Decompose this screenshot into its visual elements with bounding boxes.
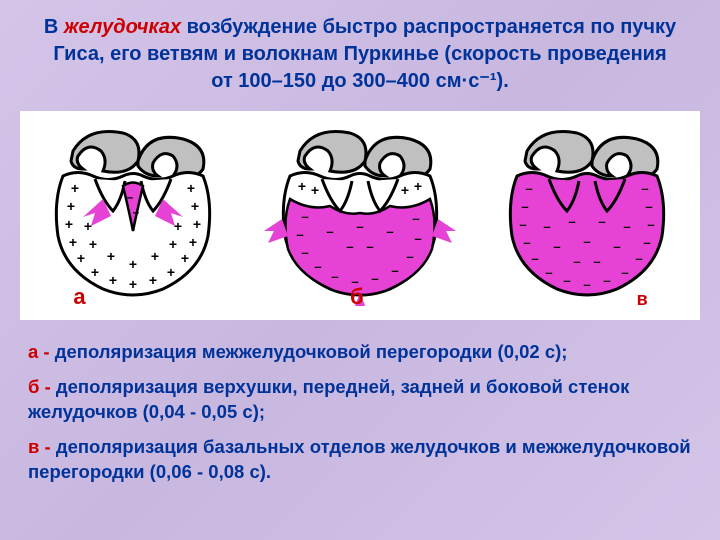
svg-text:–: – [623,219,630,234]
legend-a-lead: а - [28,341,55,362]
svg-text:+: + [89,236,97,252]
svg-text:–: – [521,199,528,214]
svg-text:–: – [613,239,620,254]
svg-text:+: + [181,250,189,266]
legend-c-text: деполяризация базальных отделов желудочк… [28,436,691,482]
svg-text:–: – [386,224,393,239]
svg-text:+: + [151,248,159,264]
svg-text:–: – [531,251,538,266]
svg-text:+: + [298,178,306,194]
svg-text:+: + [191,198,199,214]
svg-text:–: – [583,234,590,249]
heart-b-svg: ++ ++ ––– ––– ––– –– ––– –– [260,121,460,306]
svg-text:–: – [583,277,590,292]
svg-text:–: – [371,271,378,286]
svg-text:+: + [67,198,75,214]
heart-c-svg: ––– ––– ––– ––– ––– ––– ––– ––– [487,121,687,306]
svg-text:–: – [545,265,552,280]
heart-b: ++ ++ ––– ––– ––– –– ––– –– б [260,121,460,306]
svg-text:–: – [573,254,580,269]
svg-text:–: – [593,254,600,269]
svg-text:+: + [84,218,92,234]
svg-text:–: – [635,251,642,266]
svg-text:+: + [401,182,409,198]
svg-text:–: – [296,227,303,242]
svg-text:–: – [643,235,650,250]
legend-b-text: деполяризация верхушки, передней, задней… [28,376,629,422]
legend-c-lead: в - [28,436,56,457]
legend-a-text: деполяризация межжелудочковой перегородк… [55,341,568,362]
diagrams-row: +++ +++ +++ +++ +++ +++ +++ + –– а [20,111,700,320]
svg-text:–: – [621,265,628,280]
svg-text:–: – [133,205,140,219]
svg-text:–: – [326,224,333,239]
svg-text:–: – [563,273,570,288]
svg-text:–: – [314,259,321,274]
svg-text:–: – [356,219,363,234]
svg-text:+: + [169,236,177,252]
svg-text:–: – [301,245,308,260]
svg-text:+: + [65,216,73,232]
svg-text:–: – [127,190,134,204]
svg-text:+: + [174,218,182,234]
svg-text:+: + [91,264,99,280]
svg-text:–: – [414,231,421,246]
svg-text:–: – [645,199,652,214]
svg-text:+: + [311,182,319,198]
svg-text:+: + [109,272,117,288]
heart-a-svg: +++ +++ +++ +++ +++ +++ +++ + –– [33,121,233,306]
title-highlight: желудочках [64,16,181,38]
svg-text:+: + [71,180,79,196]
svg-text:–: – [366,239,373,254]
legend-b-lead: б - [28,376,56,397]
svg-text:–: – [346,239,353,254]
svg-text:+: + [193,216,201,232]
svg-text:–: – [519,217,526,232]
svg-text:+: + [187,180,195,196]
svg-text:+: + [107,248,115,264]
svg-text:–: – [598,214,605,229]
svg-text:–: – [553,239,560,254]
svg-text:+: + [129,256,137,272]
svg-text:–: – [543,219,550,234]
legend-item-c: в - деполяризация базальных отделов желу… [28,435,692,485]
svg-text:+: + [77,250,85,266]
svg-text:–: – [301,209,308,224]
heart-a-label: а [73,284,85,310]
svg-text:–: – [641,181,648,196]
svg-text:–: – [523,235,530,250]
svg-text:+: + [189,234,197,250]
heart-b-label: б [350,284,364,310]
legend-item-a: а - деполяризация межжелудочковой перего… [28,340,692,365]
title-block: В желудочках возбуждение быстро распрост… [0,0,720,105]
svg-text:+: + [414,178,422,194]
svg-text:–: – [603,273,610,288]
svg-text:+: + [167,264,175,280]
svg-text:–: – [525,181,532,196]
svg-text:–: – [331,269,338,284]
svg-text:+: + [69,234,77,250]
svg-text:–: – [412,211,419,226]
legend-item-b: б - деполяризация верхушки, передней, за… [28,375,692,425]
title-prefix: В [44,16,64,38]
heart-c: ––– ––– ––– ––– ––– ––– ––– ––– в [487,121,687,306]
svg-text:–: – [647,217,654,232]
legend: а - деполяризация межжелудочковой перего… [0,326,720,485]
heart-a: +++ +++ +++ +++ +++ +++ +++ + –– а [33,121,233,306]
svg-text:–: – [391,263,398,278]
svg-text:+: + [149,272,157,288]
heart-c-label: в [637,289,648,310]
svg-text:–: – [568,214,575,229]
svg-text:–: – [406,249,413,264]
svg-text:+: + [129,276,137,292]
